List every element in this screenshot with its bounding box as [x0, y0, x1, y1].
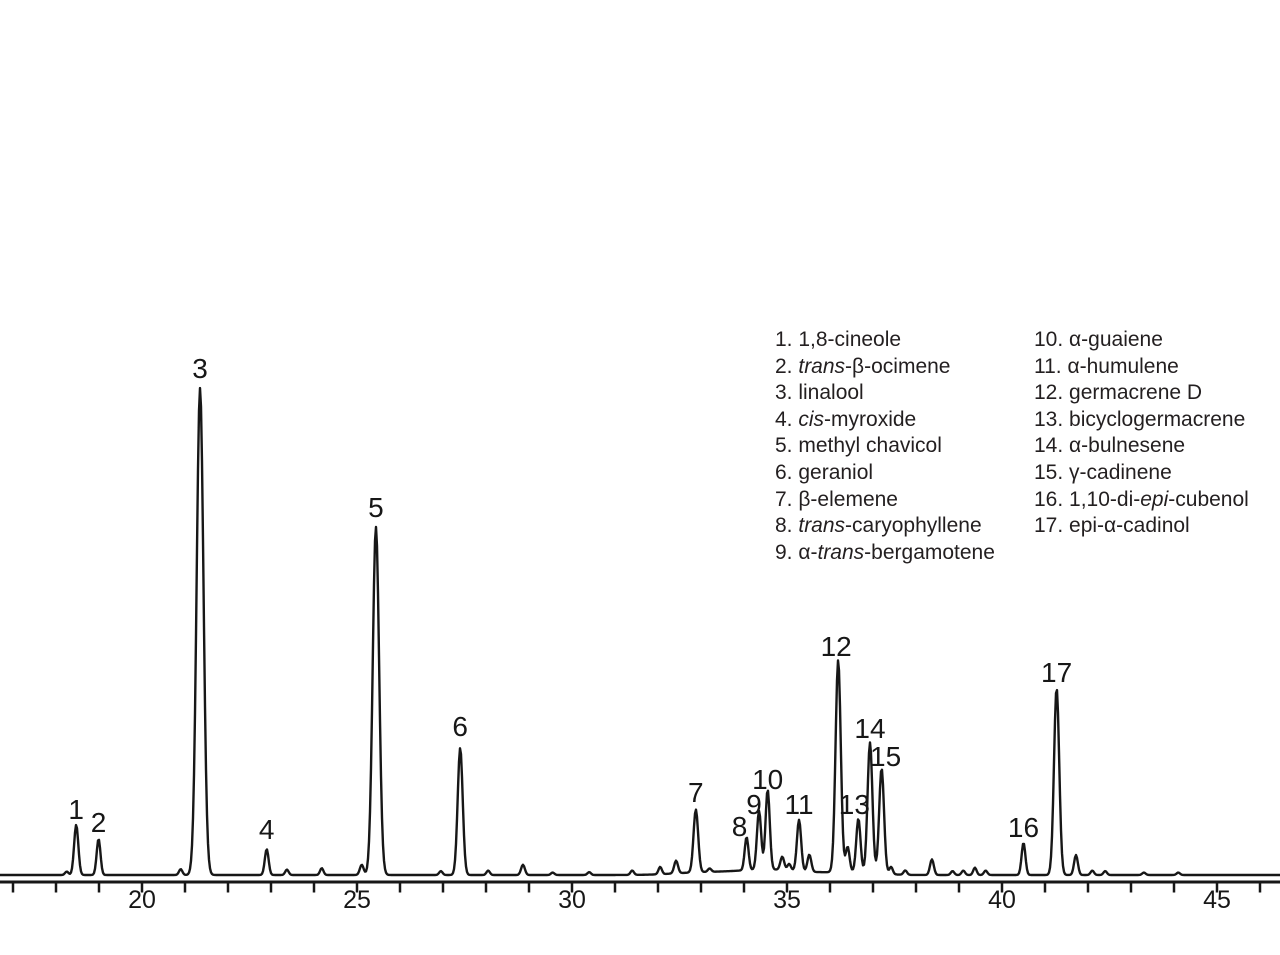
- legend-item-2-4: 14. α-bulnesene: [1034, 434, 1186, 458]
- peak-label-14: 14: [854, 712, 886, 744]
- x-axis-label-45: 45: [1203, 886, 1231, 914]
- legend-item-1-3: 4. cis-myroxide: [775, 407, 917, 431]
- legend-item-1-4: 5. methyl chavicol: [775, 434, 942, 458]
- peak-label-16: 16: [1007, 811, 1040, 843]
- peak-label-11: 11: [784, 788, 814, 820]
- peak-label-8: 8: [731, 810, 748, 842]
- peak-label-12: 12: [820, 631, 852, 663]
- legend-item-1-8: 9. α-trans-bergamotene: [775, 540, 995, 564]
- x-axis-label-40: 40: [988, 886, 1016, 914]
- chromatogram-trace: [0, 386, 1280, 877]
- legend-column-2: 10. α-guaiene 11. α-humulene 12. germacren…: [1034, 327, 1249, 540]
- peak-label-3: 3: [192, 353, 208, 384]
- legend-item-2-6: 16. 1,10-di-epi-cubenol: [1034, 487, 1249, 511]
- peak-label-15: 15: [870, 740, 902, 772]
- peak-label-10: 10: [752, 764, 784, 796]
- legend-item-2-3: 13. bicyclogermacrene: [1034, 407, 1246, 431]
- legend-item-2-0: 10. α-guaiene: [1034, 328, 1163, 351]
- legend-item-1-7: 8. trans-caryophyllene: [775, 514, 982, 538]
- legend-item-2-5: 15. γ-cadinene: [1034, 460, 1172, 484]
- peak-label-7: 7: [688, 777, 704, 809]
- peak-label-6: 6: [452, 710, 468, 742]
- peak-label-9: 9: [746, 789, 762, 821]
- peak-label-1: 1: [68, 793, 84, 825]
- x-axis-label-20: 20: [128, 886, 156, 914]
- legend-item-2-2: 12. germacrene D: [1034, 381, 1203, 405]
- legend-item-1-0: 1. 1,8-cineole: [775, 328, 902, 351]
- peak-label-4: 4: [258, 814, 275, 846]
- legend-item-1-1: 2. trans-β-ocimene: [775, 354, 951, 378]
- peak-label-17: 17: [1041, 656, 1073, 688]
- legend-item-1-6: 7. β-elemene: [775, 487, 898, 511]
- x-axis-label-30: 30: [558, 886, 586, 914]
- legend-column-1: 1. 1,8-cineole 2. trans-β-ocimene 3. linal…: [775, 327, 995, 566]
- x-axis-label-25: 25: [343, 886, 371, 914]
- peak-label-2: 2: [90, 806, 107, 838]
- legend-item-1-2: 3. linalool: [775, 381, 864, 405]
- peak-label-13: 13: [838, 788, 870, 820]
- peak-label-5: 5: [368, 491, 384, 523]
- legend-item-1-5: 6. geraniol: [775, 460, 874, 484]
- legend-item-2-1: 11. α-humulene: [1034, 354, 1179, 378]
- legend-item-2-7: 17. epi-α-cadinol: [1034, 514, 1190, 538]
- x-axis-label-35: 35: [773, 886, 801, 914]
